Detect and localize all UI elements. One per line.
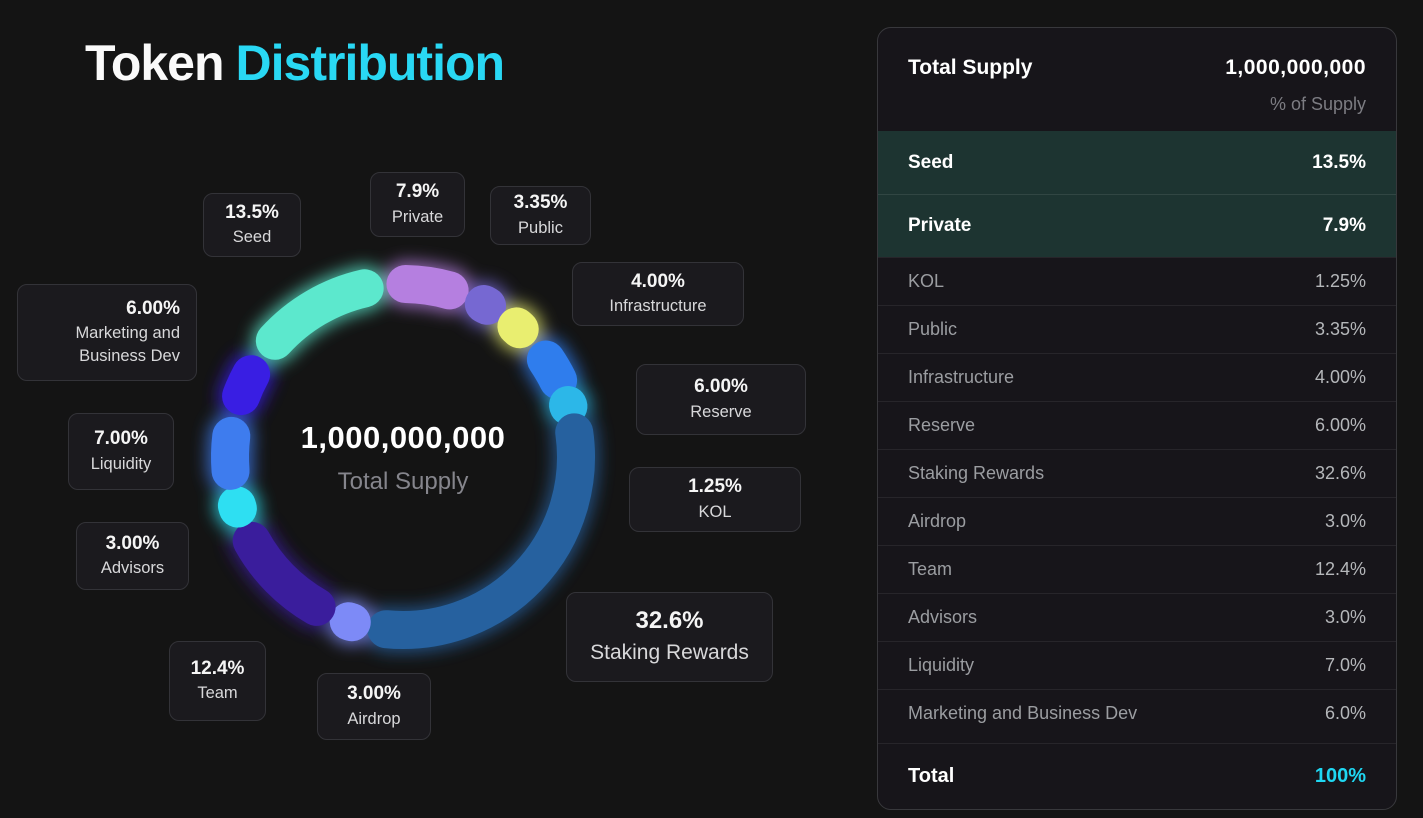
table-row-total: Total 100% (878, 743, 1396, 809)
table-row-infrastructure: Infrastructure 4.00% (878, 353, 1396, 401)
table-header-label: Total Supply (908, 56, 1033, 79)
callout-kol-pct: 1.25% (688, 476, 742, 498)
total-label: Total (908, 765, 955, 787)
donut-segment-reserve (526, 340, 578, 400)
table-row-kol: KOL 1.25% (878, 257, 1396, 305)
row-value: 1.25% (1314, 271, 1366, 291)
donut-segment-private (386, 265, 469, 310)
row-label: Infrastructure (908, 367, 1015, 387)
page-title-accent: Distribution (235, 35, 506, 91)
total-supply-caption: Total Supply (337, 468, 469, 495)
row-label: KOL (908, 271, 945, 291)
callout-staking-rewards: 32.6% Staking Rewards (566, 592, 773, 682)
table-header-value: 1,000,000,000 (1225, 56, 1366, 79)
callout-liquidity: 7.00% Liquidity (68, 413, 174, 490)
callout-infrastructure: 4.00% Infrastructure (572, 262, 744, 326)
row-label: Public (908, 319, 958, 339)
callout-team-name: Team (197, 684, 238, 703)
callout-reserve-pct: 6.00% (694, 376, 748, 398)
row-value: 32.6% (1314, 463, 1366, 483)
callout-infrastructure-name: Infrastructure (609, 297, 707, 316)
row-value: 4.00% (1314, 367, 1366, 387)
donut-segment-marketing-and-business-dev (222, 355, 271, 416)
callout-public-name: Public (518, 218, 563, 237)
row-value: 12.4% (1314, 559, 1366, 579)
callout-advisors-pct: 3.00% (105, 532, 160, 554)
donut-center-label: 1,000,000,000 Total Supply (243, 420, 563, 496)
donut-segments-layer (211, 265, 595, 649)
callout-liquidity-name: Liquidity (90, 454, 152, 473)
callout-marketing-pct: 6.00% (126, 297, 180, 319)
row-label: Seed (908, 151, 954, 173)
donut-segment-team (232, 521, 336, 626)
table-row-seed: Seed 13.5% (878, 131, 1396, 194)
table-row-airdrop: Airdrop 3.0% (878, 497, 1396, 545)
donut-segment-airdrop (329, 602, 371, 642)
callout-reserve: 6.00% Reserve (636, 364, 806, 435)
token-distribution-donut-chart (207, 261, 599, 653)
donut-segment-advisors (217, 486, 257, 528)
row-value: 7.9% (1322, 215, 1366, 236)
callout-private-name: Private (391, 207, 444, 226)
table-row-team: Team 12.4% (878, 545, 1396, 593)
row-value: 3.0% (1324, 607, 1366, 627)
callout-marketing: 6.00% Marketing and Business Dev (17, 284, 197, 381)
table-row-marketing: Marketing and Business Dev 6.0% (878, 689, 1396, 737)
page-title-primary: Token (85, 35, 225, 91)
callout-reserve-name: Reserve (690, 402, 752, 421)
callout-liquidity-pct: 7.00% (94, 428, 148, 450)
total-supply-value: 1,000,000,000 (300, 420, 506, 455)
row-value: 3.0% (1324, 511, 1366, 531)
row-value: 6.0% (1324, 703, 1366, 723)
callout-seed: 13.5% Seed (203, 193, 301, 257)
total-value: 100% (1314, 765, 1366, 787)
page-title: Token Distribution (85, 34, 506, 92)
supply-table-panel: Total Supply 1,000,000,000 % of Supply S… (877, 27, 1397, 810)
donut-segment-liquidity (211, 416, 251, 490)
row-label: Private (908, 215, 972, 236)
table-subheader: % of Supply (1269, 94, 1366, 114)
row-value: 13.5% (1312, 151, 1366, 173)
row-value: 7.0% (1324, 655, 1366, 675)
row-label: Marketing and Business Dev (908, 703, 1138, 723)
donut-segment-infrastructure (497, 307, 539, 349)
row-label: Advisors (908, 607, 978, 627)
row-label: Airdrop (908, 511, 967, 531)
donut-segment-staking-rewards (367, 413, 595, 649)
donut-segment-seed (255, 269, 384, 360)
callout-private: 7.9% Private (370, 172, 465, 237)
table-row-advisors: Advisors 3.0% (878, 593, 1396, 641)
callout-airdrop-pct: 3.00% (347, 683, 401, 705)
callout-seed-name: Seed (232, 228, 272, 247)
row-value: 6.00% (1314, 415, 1366, 435)
table-row-private: Private 7.9% (878, 194, 1396, 257)
callout-seed-pct: 13.5% (225, 201, 279, 223)
row-value: 3.35% (1314, 319, 1366, 339)
callout-advisors-name: Advisors (100, 559, 165, 578)
row-label: Staking Rewards (908, 463, 1045, 483)
callout-staking-rewards-pct: 32.6% (635, 607, 704, 635)
callout-airdrop: 3.00% Airdrop (317, 673, 431, 740)
callout-marketing-name: Marketing and Business Dev (75, 324, 180, 366)
table-row-liquidity: Liquidity 7.0% (878, 641, 1396, 689)
callout-private-pct: 7.9% (395, 181, 440, 203)
callout-infrastructure-pct: 4.00% (631, 270, 685, 292)
row-label: Reserve (908, 415, 976, 435)
callout-staking-rewards-name: Staking Rewards (590, 641, 749, 665)
row-label: Team (908, 559, 953, 579)
callout-kol: 1.25% KOL (629, 467, 801, 532)
donut-segment-public (464, 285, 507, 325)
callout-kol-name: KOL (698, 502, 732, 521)
callout-advisors: 3.00% Advisors (76, 522, 189, 590)
callout-public-pct: 3.35% (513, 192, 568, 214)
table-header: Total Supply 1,000,000,000 % of Supply (878, 28, 1396, 131)
callout-team: 12.4% Team (169, 641, 266, 721)
callout-public: 3.35% Public (490, 186, 591, 245)
callout-airdrop-name: Airdrop (347, 709, 401, 728)
table-row-reserve: Reserve 6.00% (878, 401, 1396, 449)
callout-team-pct: 12.4% (190, 657, 245, 679)
table-row-public: Public 3.35% (878, 305, 1396, 353)
row-label: Liquidity (908, 655, 975, 675)
table-row-staking-rewards: Staking Rewards 32.6% (878, 449, 1396, 497)
